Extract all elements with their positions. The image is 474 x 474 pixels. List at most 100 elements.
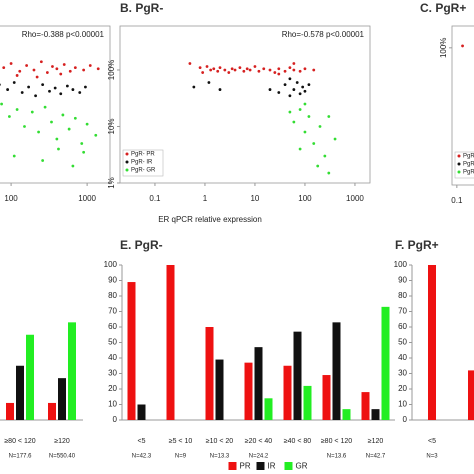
- legend-label: PgR- GR: [131, 168, 156, 174]
- point: [6, 88, 10, 91]
- point: [227, 71, 231, 74]
- point: [39, 60, 43, 64]
- y-tick-label: 10: [108, 400, 117, 409]
- point: [41, 83, 45, 87]
- point: [51, 65, 54, 68]
- point: [292, 68, 296, 72]
- y-tick-label: 60: [108, 322, 117, 331]
- point: [218, 88, 222, 91]
- legend-marker: [457, 154, 461, 158]
- x-tick-label: 1000: [346, 194, 364, 203]
- point: [15, 108, 19, 111]
- x-tick-label: ≥80 < 120: [321, 438, 352, 445]
- point: [253, 65, 257, 68]
- legend-label: IR: [268, 462, 276, 471]
- point: [50, 120, 53, 124]
- point: [277, 67, 281, 71]
- point: [283, 69, 287, 73]
- point: [277, 72, 281, 76]
- point: [216, 69, 220, 73]
- point: [257, 69, 261, 73]
- bar: [58, 378, 66, 420]
- point: [73, 66, 77, 70]
- x-tick-label: ≥80 < 120: [4, 438, 35, 445]
- point: [327, 171, 331, 175]
- y-tick-label: 60: [398, 322, 407, 331]
- point: [30, 110, 34, 114]
- y-tick-label: 10: [398, 400, 407, 409]
- legend-label: PgR+ GR: [463, 170, 474, 176]
- x-axis-label: ER qPCR relative expression: [158, 215, 262, 224]
- point: [61, 113, 65, 117]
- y-tick-label: 20: [398, 384, 407, 393]
- point: [23, 125, 26, 128]
- point: [307, 83, 311, 87]
- bar: [303, 385, 312, 420]
- point: [268, 68, 272, 72]
- plot-frame: [0, 25, 111, 184]
- point: [59, 72, 63, 76]
- bar: [26, 334, 34, 420]
- n-label: N=13.6: [327, 454, 347, 460]
- bar: [371, 409, 380, 420]
- bar: [205, 327, 214, 420]
- bar: [137, 404, 146, 420]
- point: [288, 66, 292, 70]
- point: [15, 74, 19, 77]
- point: [333, 137, 337, 141]
- x-tick-label: ≥40 < 80: [284, 438, 311, 445]
- point: [88, 64, 92, 67]
- legend-label: PgR- PR: [131, 152, 155, 158]
- point: [238, 66, 242, 70]
- y-tick-label: 90: [108, 276, 117, 285]
- point: [303, 89, 307, 93]
- bar: [342, 409, 351, 420]
- point: [461, 44, 464, 48]
- point: [67, 127, 71, 131]
- y-tick-label: 90: [398, 276, 407, 285]
- bar: [254, 347, 263, 420]
- point: [295, 81, 299, 84]
- bar: [322, 375, 331, 420]
- point: [45, 71, 49, 74]
- legend-label: PR: [240, 462, 251, 471]
- y-tick-label: 80: [108, 291, 117, 300]
- point: [9, 62, 13, 65]
- bar: [381, 306, 390, 420]
- point: [207, 81, 211, 84]
- y-tick-label: 30: [108, 369, 117, 378]
- point: [223, 68, 227, 72]
- point: [277, 91, 281, 94]
- point: [55, 137, 59, 141]
- plot-frame: [119, 25, 371, 184]
- bar: [48, 402, 56, 420]
- point: [85, 122, 89, 126]
- y-tick-label: 80: [398, 291, 407, 300]
- point: [48, 89, 51, 93]
- point: [12, 81, 16, 84]
- legend-marker: [125, 152, 129, 156]
- x-tick-label: 1: [203, 194, 208, 203]
- point: [292, 88, 296, 91]
- bar: [332, 322, 341, 420]
- x-tick-label: ≥10 < 20: [206, 438, 233, 445]
- point: [230, 67, 234, 71]
- annotation: Rho=-0.578 p<0.00001: [282, 30, 365, 39]
- plot-frame: [451, 25, 474, 186]
- point: [312, 142, 316, 145]
- x-tick-label: 10: [250, 194, 259, 203]
- x-tick-label: 100: [4, 194, 18, 203]
- bar: [68, 322, 76, 420]
- point: [303, 102, 307, 106]
- point: [283, 83, 287, 87]
- y-tick-label: 0: [403, 415, 408, 424]
- chart-title: E. PgR-: [120, 238, 163, 252]
- legend-swatch: [228, 462, 237, 470]
- point: [94, 133, 98, 137]
- y-tick-label: 100: [394, 260, 408, 269]
- x-tick-label: 100: [298, 194, 312, 203]
- n-label: N=42.7: [366, 454, 386, 460]
- point: [233, 68, 237, 72]
- point: [292, 62, 296, 65]
- n-label: N=3: [426, 454, 438, 460]
